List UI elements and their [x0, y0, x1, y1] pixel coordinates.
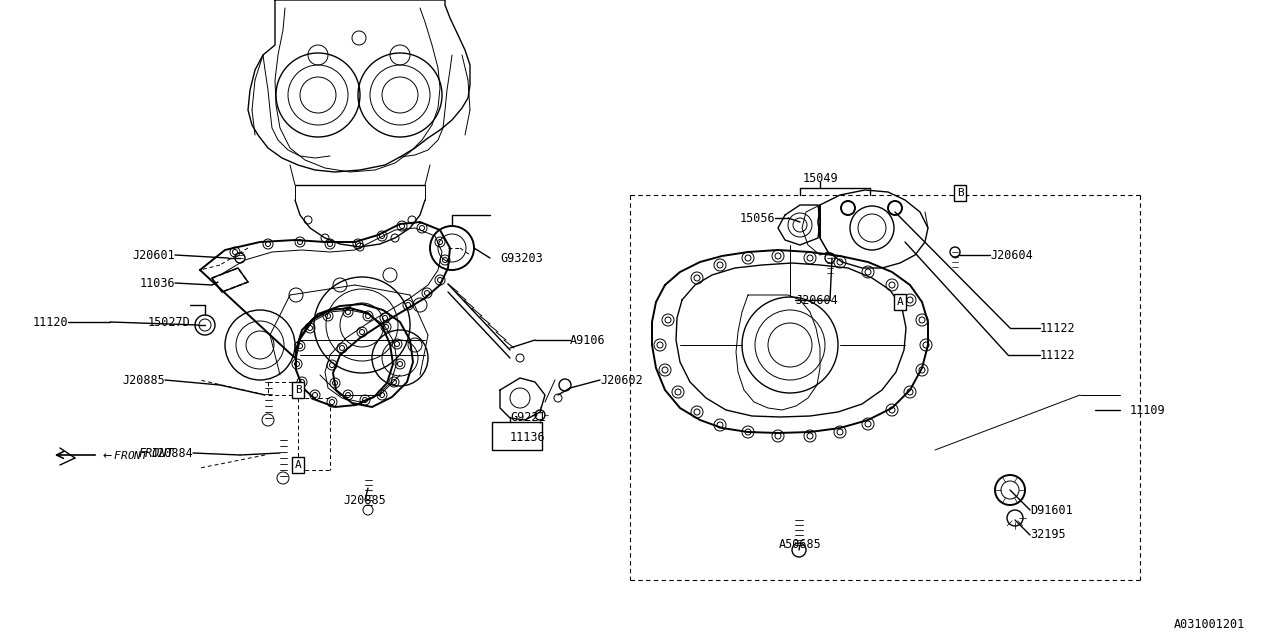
Text: J20885: J20885 [123, 374, 165, 387]
Text: D91601: D91601 [1030, 504, 1073, 516]
Text: 32195: 32195 [1030, 529, 1066, 541]
Text: J20604: J20604 [989, 248, 1033, 262]
Text: A: A [896, 297, 904, 307]
Text: 15027D: 15027D [147, 316, 189, 328]
Text: J20885: J20885 [343, 493, 387, 506]
Text: B: B [956, 188, 964, 198]
Text: A031001201: A031001201 [1174, 618, 1245, 632]
Text: J20604: J20604 [795, 294, 837, 307]
Text: FRONT: FRONT [138, 447, 174, 460]
Text: 11122: 11122 [1039, 349, 1075, 362]
Text: A50685: A50685 [778, 538, 822, 552]
Text: G9221: G9221 [509, 410, 545, 424]
Text: 15056: 15056 [740, 211, 774, 225]
Text: G93203: G93203 [500, 252, 543, 264]
Text: A: A [294, 460, 301, 470]
Text: $\leftarrow$FRONT: $\leftarrow$FRONT [100, 449, 150, 461]
Text: J20601: J20601 [132, 248, 175, 262]
Text: 15049: 15049 [803, 172, 838, 184]
Text: J20884: J20884 [150, 447, 193, 460]
Text: B: B [294, 385, 301, 395]
Text: 11120: 11120 [32, 316, 68, 328]
Text: 11109: 11109 [1130, 403, 1166, 417]
Text: 11036: 11036 [140, 276, 175, 289]
Text: A9106: A9106 [570, 333, 605, 346]
Text: 11136: 11136 [509, 431, 545, 444]
Text: J20602: J20602 [600, 374, 643, 387]
Text: 11122: 11122 [1039, 321, 1075, 335]
Bar [492, 422, 541, 450]
